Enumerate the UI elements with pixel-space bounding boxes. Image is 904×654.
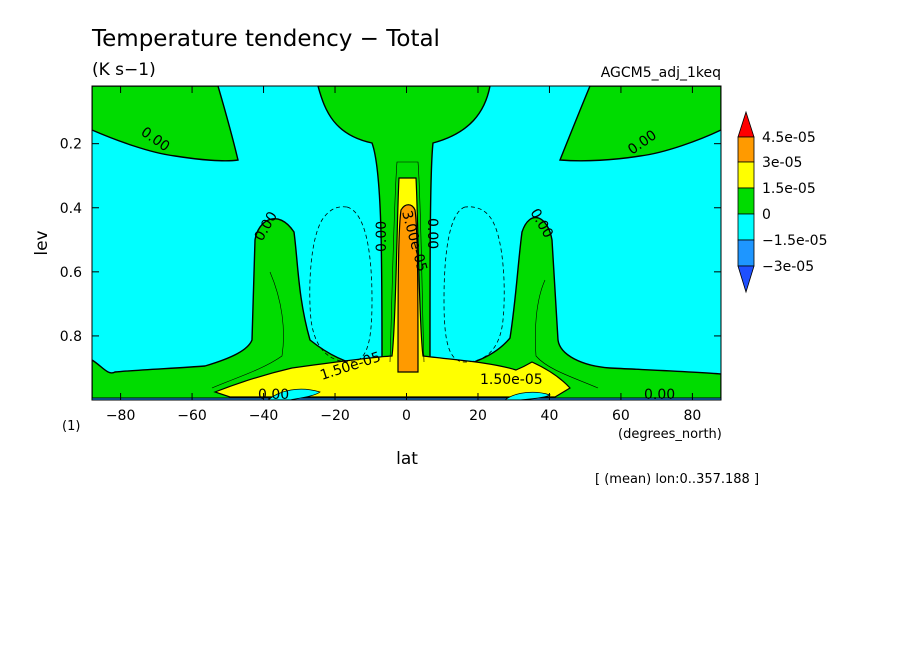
colorbar-arrow-top: [737, 110, 755, 138]
colorbar-label: −3e-05: [762, 259, 814, 275]
y-tick-label: 0.4: [60, 201, 82, 217]
colorbar-arrow-bottom: [737, 265, 755, 294]
colorbar-segment: [737, 187, 755, 215]
x-tick-label: 0: [402, 408, 411, 424]
x-tick-label: −60: [177, 408, 207, 424]
contour-field: 0.00 0.00 0.00 0.00 0.00 0.00 3.00e-05 1…: [92, 86, 721, 403]
footnote: [ (mean) lon:0..357.188 ]: [595, 472, 759, 487]
green-region-top-left: [92, 86, 239, 162]
x-axis-units: (degrees_north): [618, 427, 722, 442]
colorbar: 4.5e-05 3e-05 1.5e-05 0 −1.5e-05 −3e-05: [737, 110, 827, 294]
y-tick-label: 0.8: [60, 329, 82, 345]
contour-label: 1.50e-05: [480, 372, 543, 388]
contour-label: 0.00: [258, 387, 289, 403]
yellow-region: [213, 177, 571, 398]
x-tick-label: −80: [106, 408, 136, 424]
contour-label: 0.00: [424, 218, 440, 249]
thin-contour-right: [534, 279, 599, 389]
x-tick-label: 60: [612, 408, 630, 424]
chart-units: (K s−1): [92, 60, 156, 80]
colorbar-segment: [737, 239, 755, 267]
x-tick-label: −20: [320, 408, 350, 424]
y-tick-label: 0.6: [60, 265, 82, 281]
thin-contour-left: [211, 271, 284, 389]
orange-region: [397, 204, 419, 373]
panel-index: (1): [62, 419, 80, 434]
colorbar-segment: [737, 161, 755, 189]
x-tick-label: 40: [541, 408, 559, 424]
colorbar-segment: [737, 136, 755, 163]
thin-contour-center: [389, 161, 425, 363]
x-tick-label: −40: [249, 408, 279, 424]
axis-ticks: −80 −60 −40 −20 0 20 40 60 80 0.2 0.4 0.6 0.8: [60, 86, 721, 424]
colorbar-label: 3e-05: [762, 155, 802, 171]
contour-label: 0.00: [374, 221, 390, 252]
colorbar-label: −1.5e-05: [762, 233, 827, 249]
colorbar-label: 1.5e-05: [762, 181, 816, 197]
dashed-contour-left: [309, 206, 373, 363]
x-tick-label: 20: [469, 408, 487, 424]
x-axis-label: lat: [396, 449, 418, 469]
colorbar-label: 4.5e-05: [762, 130, 816, 146]
colorbar-segment: [737, 213, 755, 241]
chart-title: Temperature tendency − Total: [91, 26, 440, 52]
y-axis-label: lev: [32, 230, 52, 255]
x-tick-label: 80: [683, 408, 701, 424]
surface-negative-right: [504, 391, 551, 400]
experiment-label: AGCM5_adj_1keq: [601, 65, 721, 81]
contour-label: 0.00: [644, 387, 675, 403]
colorbar-label: 0: [762, 207, 771, 223]
green-region-top-right: [558, 86, 721, 162]
y-tick-label: 0.2: [60, 137, 82, 153]
surface-negative-left: [267, 388, 321, 400]
